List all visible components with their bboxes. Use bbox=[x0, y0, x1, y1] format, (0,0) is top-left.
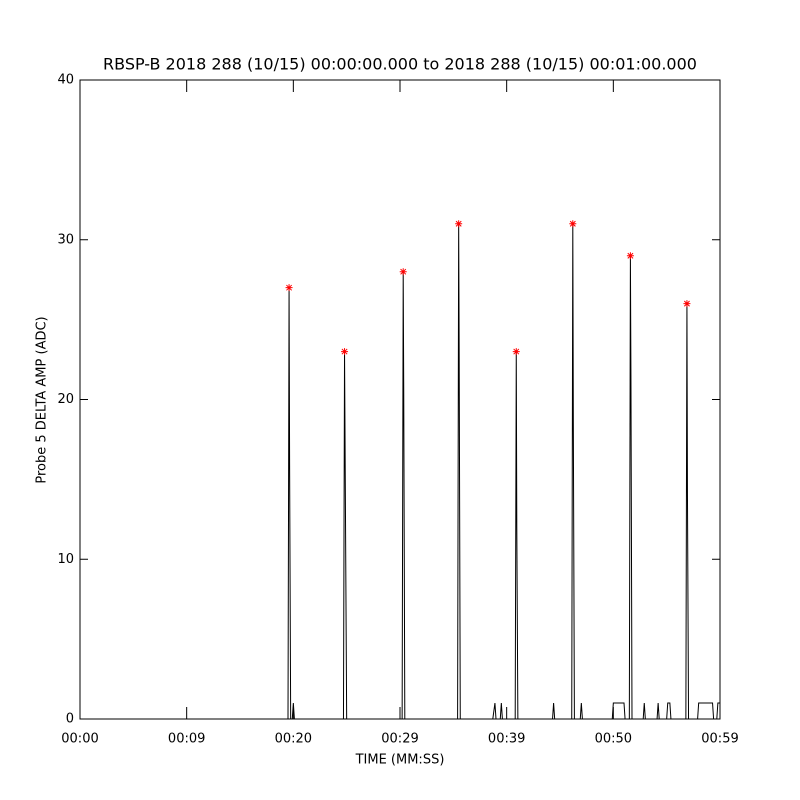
peak-marker bbox=[626, 252, 634, 260]
x-tick-label: 00:09 bbox=[168, 732, 205, 747]
x-tick-label: 00:50 bbox=[595, 732, 632, 747]
peak-marker bbox=[285, 284, 293, 292]
y-tick-label: 40 bbox=[57, 73, 74, 88]
peak-marker bbox=[683, 300, 691, 308]
y-tick-label: 30 bbox=[57, 232, 74, 247]
x-axis-label: TIME (MM:SS) bbox=[355, 753, 445, 768]
peak-marker bbox=[569, 220, 577, 228]
chart-title: RBSP-B 2018 288 (10/15) 00:00:00.000 to … bbox=[103, 55, 697, 74]
data-line bbox=[80, 223, 690, 720]
x-tick-label: 00:20 bbox=[275, 732, 312, 747]
y-tick-label: 0 bbox=[66, 712, 74, 727]
x-tick-label: 00:39 bbox=[488, 732, 525, 747]
peak-marker bbox=[455, 220, 463, 228]
peak-marker bbox=[341, 348, 349, 356]
x-tick-label: 00:00 bbox=[61, 732, 98, 747]
y-tick-label: 10 bbox=[57, 552, 74, 567]
peak-marker bbox=[399, 268, 407, 276]
peak-marker bbox=[512, 348, 520, 356]
data-line bbox=[492, 702, 720, 720]
y-axis-label: Probe 5 DELTA AMP (ADC) bbox=[35, 316, 50, 483]
x-tick-label: 00:29 bbox=[381, 732, 418, 747]
x-tick-label: 00:59 bbox=[701, 732, 738, 747]
y-tick-label: 20 bbox=[57, 392, 74, 407]
